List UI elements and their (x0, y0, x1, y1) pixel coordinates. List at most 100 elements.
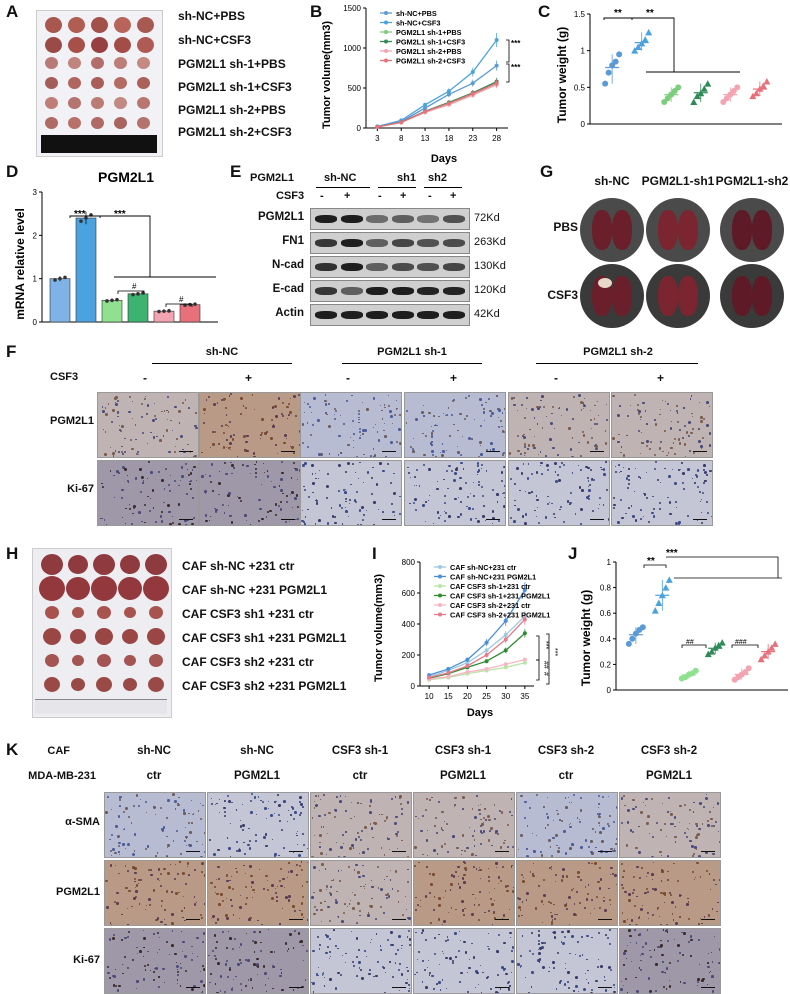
ihc-cell (312, 982, 315, 985)
ihc-cell (395, 408, 398, 410)
ihc-cell (300, 913, 304, 916)
ihc-cell (636, 942, 638, 944)
ihc-cell (509, 516, 513, 519)
ihc-cell (674, 835, 677, 839)
ihc-cell (711, 961, 713, 963)
ihc-cell (548, 900, 551, 903)
wb-band (366, 311, 388, 319)
ihc-cell (605, 990, 607, 992)
ihc-cell (516, 467, 520, 470)
ihc-cell (435, 817, 438, 820)
ihc-cell (595, 846, 597, 849)
tumor (95, 628, 113, 645)
ihc-cell (597, 880, 600, 884)
ihc-cell (598, 795, 601, 798)
ihc-cell (489, 409, 492, 413)
ihc-cell (431, 444, 433, 446)
ihc-cell (293, 817, 296, 820)
ihc-cell (226, 439, 228, 441)
ihc-cell (506, 824, 509, 827)
ihc-cell (383, 403, 386, 406)
ihc-cell (352, 440, 354, 442)
ihc-cell (356, 524, 360, 525)
ihc-cell (701, 922, 704, 925)
ihc-cell (656, 821, 659, 824)
ihc-cell (369, 969, 371, 971)
data-point (446, 666, 451, 671)
ihc-cell (516, 435, 520, 438)
ihc-cell (289, 493, 292, 496)
ihc-cell (375, 482, 379, 486)
ihc-cell (662, 929, 665, 931)
ihc-cell (597, 803, 600, 806)
ihc-cell (665, 400, 667, 402)
ihc-cell (160, 920, 163, 924)
ihc-f-csf3-sign: - (143, 371, 147, 385)
ihc-cell (142, 482, 144, 484)
data-point (465, 663, 470, 668)
ihc-cell (250, 979, 252, 982)
ihc-cell (303, 402, 305, 404)
ihc-cell (275, 892, 278, 895)
ihc-cell (475, 867, 478, 870)
ihc-cell (675, 410, 678, 413)
ihc-cell (389, 482, 392, 484)
ihc-cell (621, 980, 623, 982)
ihc-cell (115, 864, 117, 866)
ihc-cell (225, 414, 227, 416)
ihc-cell (265, 817, 268, 820)
ihc-cell (502, 968, 506, 971)
ihc-cell (525, 976, 527, 978)
ihc-cell (454, 796, 457, 799)
ihc-cell (539, 451, 542, 453)
ihc-cell (481, 495, 484, 498)
ihc-cell (222, 397, 226, 401)
ihc-cell (524, 455, 526, 457)
ihc-cell (597, 508, 600, 510)
ihc-cell (238, 947, 241, 949)
ihc-cell (624, 890, 627, 894)
ihc-cell (638, 410, 642, 413)
ihc-cell (540, 850, 543, 853)
ihc-cell (616, 414, 620, 418)
ihc-cell (661, 868, 664, 872)
ihc-cell (508, 908, 510, 911)
ihc-cell (670, 420, 672, 422)
ihc-cell (355, 490, 359, 494)
ihc-cell (188, 407, 191, 409)
ihc-cell (385, 897, 388, 899)
ihc-cell (301, 464, 305, 467)
ihc-cell (289, 814, 292, 816)
ihc-image (404, 460, 506, 526)
ihc-cell (592, 828, 595, 831)
ihc-cell (317, 519, 321, 523)
ihc-cell (459, 513, 463, 516)
ihc-cell (536, 498, 539, 501)
ihc-cell (143, 398, 146, 401)
ihc-cell (273, 813, 276, 815)
ihc-cell (211, 489, 214, 492)
ihc-cell (393, 491, 396, 495)
ihc-cell (584, 972, 587, 975)
ihc-cell (260, 437, 262, 440)
ihc-cell (673, 482, 677, 485)
ihc-cell (442, 829, 444, 832)
ihc-cell (233, 467, 235, 469)
ihc-cell (483, 407, 486, 410)
ihc-cell (541, 921, 544, 924)
ihc-cell (235, 868, 237, 870)
ihc-cell (227, 931, 229, 933)
ihc-cell (168, 510, 171, 513)
ruler (41, 135, 157, 153)
ihc-cell (691, 412, 693, 415)
ihc-cell (698, 491, 701, 494)
legend-label: CAF sh-NC+231 ctr (450, 563, 516, 572)
ihc-f-group-0: sh-NC (205, 346, 239, 358)
ihc-cell (296, 832, 298, 834)
data-point (638, 39, 646, 47)
ihc-cell (425, 501, 427, 503)
ihc-cell (326, 473, 329, 476)
ihc-cell (203, 422, 206, 425)
scale-bar (701, 987, 715, 988)
ihc-cell (597, 414, 600, 417)
